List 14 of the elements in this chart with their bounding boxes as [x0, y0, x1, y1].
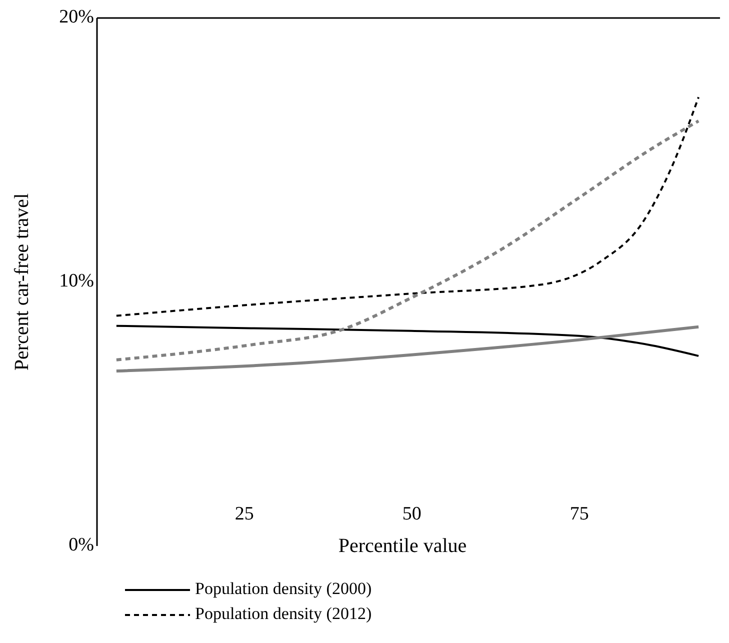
line-series — [115, 324, 700, 357]
x-tick-label: 75 — [570, 503, 589, 524]
line-series — [114, 325, 700, 372]
line-series — [114, 119, 700, 362]
x-tick-label: 50 — [402, 503, 422, 524]
y-tick-label: 10% — [59, 270, 94, 292]
y-tick-label: 20% — [59, 6, 94, 28]
legend-label: Population density (2012) — [195, 604, 372, 623]
line-series — [115, 96, 700, 317]
legend-label: Population density (2000) — [195, 578, 372, 598]
y-tick-label: 0% — [68, 534, 94, 556]
y-axis-title: Percent car-free travel — [11, 192, 33, 371]
x-axis-title: Percentile value — [338, 535, 467, 557]
x-tick-label: 25 — [234, 503, 254, 524]
